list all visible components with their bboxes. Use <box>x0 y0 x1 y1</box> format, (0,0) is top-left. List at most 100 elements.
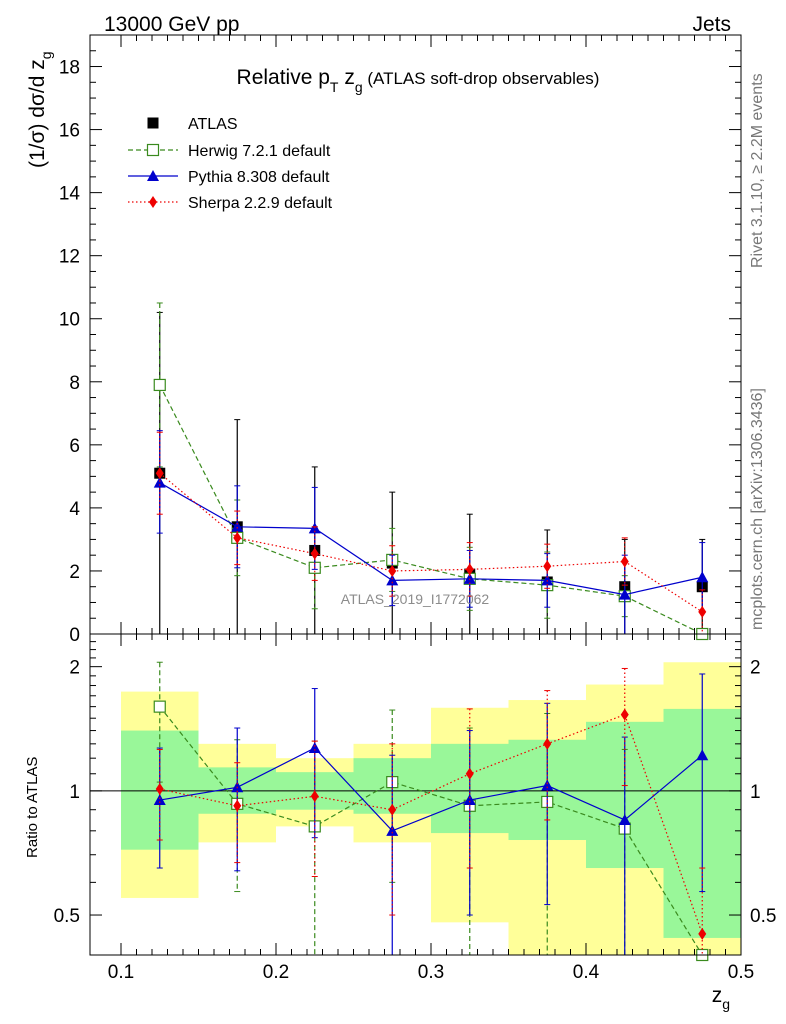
data-point <box>231 520 244 532</box>
data-point <box>698 927 707 940</box>
data-point <box>153 476 166 488</box>
y-tick-label: 4 <box>69 499 80 520</box>
data-point <box>155 783 164 796</box>
data-point <box>620 555 629 568</box>
data-point <box>388 803 397 816</box>
legend-entry-pythia: Pythia 8.308 default <box>128 169 330 186</box>
ratio-y-tick-label: 1 <box>750 782 761 803</box>
series-line <box>159 706 703 956</box>
y-tick-label: 6 <box>69 436 80 457</box>
legend-marker-atlas <box>147 117 159 129</box>
ratio-y-tick-label: 0.5 <box>750 906 776 927</box>
data-point <box>541 779 554 791</box>
data-point <box>541 574 554 586</box>
y-tick-label: 14 <box>59 184 81 205</box>
data-series-layer <box>153 302 709 962</box>
plot-title: Relative pT zg (ATLAS soft-drop observab… <box>237 66 600 95</box>
legend-marker-herwig <box>128 143 178 157</box>
data-point <box>543 737 552 750</box>
ratio-y-tick-label: 2 <box>750 658 761 679</box>
legend-label-sherpa: Sherpa 2.2.9 default <box>188 195 333 212</box>
data-point <box>233 799 242 812</box>
data-point <box>465 563 474 576</box>
y-tick-label: 0 <box>69 625 80 646</box>
side-label-rivet: Rivet 3.1.10, ≥ 2.2M events <box>749 73 766 268</box>
y-tick-label: 16 <box>59 121 80 142</box>
legend-entry-atlas: ATLAS <box>147 116 238 133</box>
x-tick-label: 0.1 <box>108 962 134 983</box>
data-point <box>153 378 166 392</box>
legend-entry-sherpa: Sherpa 2.2.9 default <box>128 195 333 212</box>
legend-label-pythia: Pythia 8.308 default <box>188 169 330 186</box>
data-point <box>310 790 319 803</box>
data-point <box>388 564 397 577</box>
data-point <box>386 574 399 586</box>
x-tick-label: 0.2 <box>263 962 289 983</box>
data-point <box>386 824 399 836</box>
series-line <box>159 482 703 596</box>
y-axis-label-sub: g <box>38 51 54 59</box>
data-point <box>463 794 476 806</box>
y-tick-label: 10 <box>59 310 80 331</box>
data-point <box>155 467 164 480</box>
data-point <box>310 547 319 560</box>
series-line <box>159 747 703 832</box>
ratio-y-tick-label: 2 <box>69 658 80 679</box>
title-prefix-sub: T <box>330 79 339 95</box>
x-axis-label: zg <box>712 984 730 1012</box>
title-var-sub: g <box>355 79 363 95</box>
title-var: z <box>338 66 354 89</box>
data-point <box>146 143 160 157</box>
data-point <box>618 588 631 600</box>
y-axis-label: (1/σ) dσ/d zg <box>26 51 54 168</box>
series-sherpa <box>155 667 707 956</box>
y-tick-label: 8 <box>69 373 80 394</box>
data-point <box>696 749 709 761</box>
data-point <box>149 196 157 208</box>
header-left: 13000 GeV pp <box>104 13 239 36</box>
data-point <box>620 708 629 721</box>
y-tick-label: 18 <box>59 58 80 79</box>
y-axis-label-text: (1/σ) dσ/d z <box>26 59 49 168</box>
header-right: Jets <box>692 13 731 36</box>
analysis-watermark: ATLAS_2019_I1772062 <box>341 591 490 607</box>
data-point <box>233 531 242 544</box>
ratio-y-tick-label: 1 <box>69 782 80 803</box>
legend-marker-sherpa <box>128 196 178 208</box>
x-axis-label-text: z <box>712 984 723 1007</box>
legend-entry-herwig: Herwig 7.2.1 default <box>128 143 331 160</box>
x-tick-label: 0.4 <box>573 962 600 983</box>
title-prefix: Relative p <box>237 66 330 89</box>
legend-label-herwig: Herwig 7.2.1 default <box>188 143 331 160</box>
data-point <box>147 170 159 181</box>
title-suffix: (ATLAS soft-drop observables) <box>363 69 600 88</box>
data-point <box>698 605 707 618</box>
series-sherpa <box>155 431 707 635</box>
data-point <box>153 700 166 713</box>
legend-marker-pythia <box>128 170 178 181</box>
series-line <box>159 713 703 935</box>
data-point <box>153 794 166 806</box>
x-tick-label: 0.5 <box>728 962 754 983</box>
legend: ATLAS Herwig 7.2.1 default Pythia 8.308 … <box>128 116 333 212</box>
side-label-mcplots: mcplots.cern.ch [arXiv:1306.3436] <box>749 388 766 630</box>
x-tick-label: 0.3 <box>418 962 444 983</box>
data-point <box>147 117 159 129</box>
data-point <box>696 571 709 583</box>
ratio-y-tick-label: 0.5 <box>54 906 80 927</box>
data-point <box>463 572 476 584</box>
data-point <box>543 560 552 573</box>
legend-label-atlas: ATLAS <box>188 116 238 133</box>
y-tick-label: 12 <box>59 247 80 268</box>
data-point <box>465 767 474 780</box>
ratio-y-axis-label: Ratio to ATLAS <box>24 757 41 858</box>
data-point <box>618 813 631 825</box>
x-axis-label-sub: g <box>722 996 730 1012</box>
y-tick-label: 2 <box>69 562 80 583</box>
series-line <box>159 384 703 635</box>
data-point <box>308 742 321 754</box>
series-pythia <box>153 430 709 635</box>
ratio-band-layer <box>121 662 741 955</box>
